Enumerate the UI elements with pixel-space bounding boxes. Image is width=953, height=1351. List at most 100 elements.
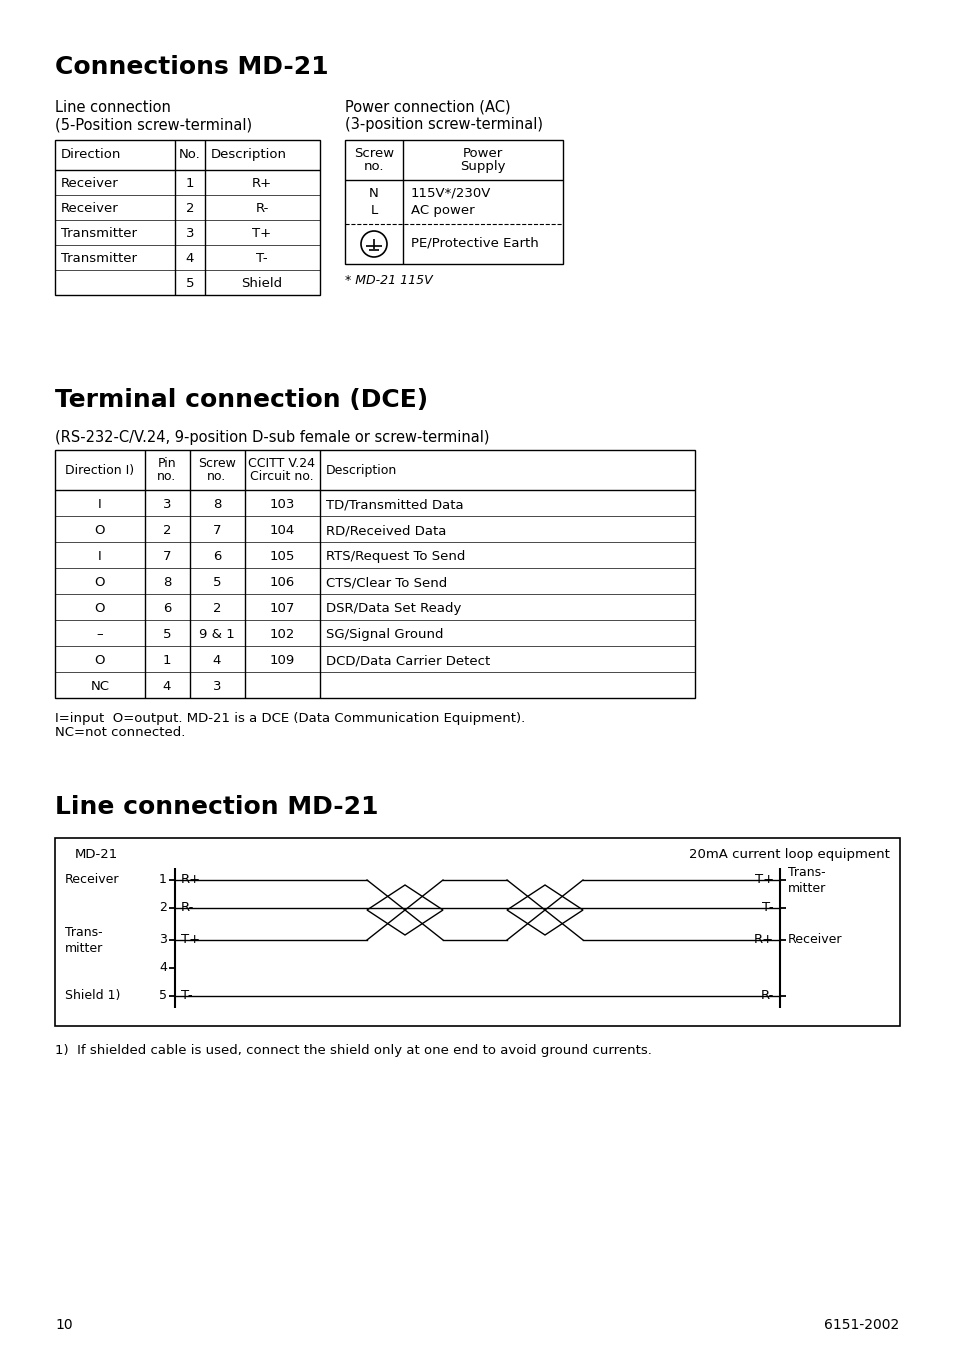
Text: 8: 8 [163, 576, 171, 589]
Text: SG/Signal Ground: SG/Signal Ground [326, 628, 443, 640]
Text: Receiver: Receiver [787, 934, 841, 946]
Text: DSR/Data Set Ready: DSR/Data Set Ready [326, 603, 461, 615]
Text: R-: R- [760, 989, 773, 1002]
Text: 2: 2 [186, 203, 194, 215]
Text: Pin: Pin [157, 457, 176, 470]
Text: 7: 7 [213, 524, 221, 536]
Text: PE/Protective Earth: PE/Protective Earth [411, 236, 538, 250]
Text: 4: 4 [159, 961, 167, 974]
Text: Receiver: Receiver [65, 873, 119, 886]
Text: Power: Power [462, 147, 502, 159]
Text: T-: T- [256, 253, 268, 265]
Text: Trans-: Trans- [65, 925, 103, 939]
Text: 109: 109 [269, 654, 294, 667]
Text: 4: 4 [163, 680, 171, 693]
Text: Shield: Shield [241, 277, 282, 290]
Text: R-: R- [255, 203, 269, 215]
Text: no.: no. [207, 470, 227, 484]
Text: 9 & 1: 9 & 1 [199, 628, 234, 640]
Text: Receiver: Receiver [61, 203, 118, 215]
Text: Transmitter: Transmitter [61, 253, 137, 265]
Text: Line connection MD-21: Line connection MD-21 [55, 794, 378, 819]
Text: AC power: AC power [411, 204, 475, 218]
Text: 3: 3 [159, 934, 167, 946]
Text: 2: 2 [159, 901, 167, 915]
Text: No.: No. [179, 149, 200, 161]
Text: 4: 4 [186, 253, 194, 265]
Text: no.: no. [157, 470, 176, 484]
Text: 106: 106 [269, 576, 294, 589]
Text: R+: R+ [181, 873, 201, 886]
Text: 4: 4 [213, 654, 221, 667]
Text: R-: R- [181, 901, 194, 915]
Text: 2: 2 [213, 603, 221, 615]
Text: NC: NC [91, 680, 110, 693]
Text: 6: 6 [213, 550, 221, 563]
Text: 3: 3 [186, 227, 194, 240]
Text: 115V*/230V: 115V*/230V [411, 186, 491, 200]
Text: T+: T+ [754, 873, 773, 886]
Text: mitter: mitter [65, 942, 103, 955]
Text: I: I [98, 499, 102, 511]
Polygon shape [367, 885, 442, 935]
Text: DCD/Data Carrier Detect: DCD/Data Carrier Detect [326, 654, 490, 667]
Text: 1)  If shielded cable is used, connect the shield only at one end to avoid groun: 1) If shielded cable is used, connect th… [55, 1044, 651, 1056]
Text: 6: 6 [163, 603, 171, 615]
Text: 6151-2002: 6151-2002 [822, 1319, 898, 1332]
Polygon shape [506, 885, 582, 935]
Text: Supply: Supply [459, 159, 505, 173]
Text: T-: T- [181, 989, 193, 1002]
Text: L: L [370, 204, 377, 218]
Text: Power connection (AC): Power connection (AC) [345, 100, 510, 115]
Text: O: O [94, 603, 105, 615]
Text: 5: 5 [186, 277, 194, 290]
Text: 5: 5 [159, 989, 167, 1002]
Text: 102: 102 [269, 628, 294, 640]
Text: * MD-21 115V: * MD-21 115V [345, 274, 432, 286]
Text: Screw: Screw [354, 147, 394, 159]
Text: 3: 3 [213, 680, 221, 693]
Text: T+: T+ [181, 934, 200, 946]
Bar [55, 838, 899, 1025]
Text: (RS-232-C/V.24, 9-position D-sub female or screw-terminal): (RS-232-C/V.24, 9-position D-sub female … [55, 430, 489, 444]
Text: Shield 1): Shield 1) [65, 989, 120, 1002]
Text: Trans-: Trans- [787, 866, 824, 880]
Text: Direction I): Direction I) [66, 463, 134, 477]
Text: –: – [96, 628, 103, 640]
Text: Receiver: Receiver [61, 177, 118, 190]
Text: Description: Description [211, 149, 287, 161]
Text: 20mA current loop equipment: 20mA current loop equipment [688, 848, 889, 861]
Text: (3-position screw-terminal): (3-position screw-terminal) [345, 118, 542, 132]
Text: Connections MD-21: Connections MD-21 [55, 55, 328, 78]
Text: 107: 107 [269, 603, 294, 615]
Text: 104: 104 [269, 524, 294, 536]
Text: T+: T+ [253, 227, 272, 240]
Text: 1: 1 [163, 654, 172, 667]
Text: R+: R+ [252, 177, 272, 190]
Text: 5: 5 [163, 628, 172, 640]
Text: RTS/Request To Send: RTS/Request To Send [326, 550, 465, 563]
Text: RD/Received Data: RD/Received Data [326, 524, 446, 536]
Text: NC=not connected.: NC=not connected. [55, 725, 185, 739]
Text: I=input  O=output. MD-21 is a DCE (Data Communication Equipment).: I=input O=output. MD-21 is a DCE (Data C… [55, 712, 525, 725]
Text: I: I [98, 550, 102, 563]
Text: N: N [369, 186, 378, 200]
Text: R+: R+ [753, 934, 773, 946]
Text: 1: 1 [186, 177, 194, 190]
Text: 105: 105 [269, 550, 294, 563]
Text: 2: 2 [163, 524, 172, 536]
Text: Transmitter: Transmitter [61, 227, 137, 240]
Text: CCITT V.24: CCITT V.24 [248, 457, 315, 470]
Text: 103: 103 [269, 499, 294, 511]
Text: TD/Transmitted Data: TD/Transmitted Data [326, 499, 463, 511]
Text: Line connection: Line connection [55, 100, 171, 115]
Bar [55, 141, 319, 295]
Text: (5-Position screw-terminal): (5-Position screw-terminal) [55, 118, 252, 132]
Text: 1: 1 [159, 873, 167, 886]
Text: 3: 3 [163, 499, 172, 511]
Text: O: O [94, 524, 105, 536]
Text: mitter: mitter [787, 882, 825, 894]
Bar [345, 141, 562, 263]
Text: Terminal connection (DCE): Terminal connection (DCE) [55, 388, 428, 412]
Text: 10: 10 [55, 1319, 72, 1332]
